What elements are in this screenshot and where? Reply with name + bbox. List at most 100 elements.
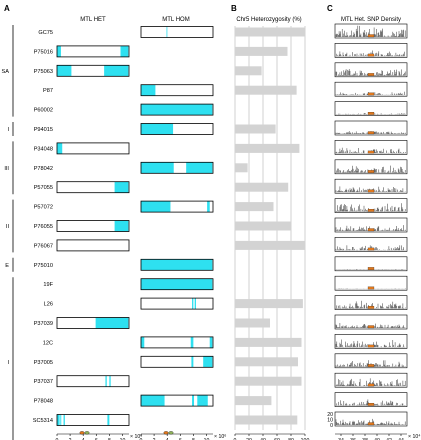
mtl_hom-loh-segment (194, 298, 196, 310)
mtl_hom-loh-segment (191, 356, 194, 368)
strain-label: P78042 (34, 166, 53, 172)
density-tick-label: 40 (374, 438, 380, 440)
mtl-locus-marker (367, 344, 375, 348)
panel-a-letter: A (4, 4, 10, 13)
mtl_hom-track-box (140, 26, 214, 38)
mtl-locus-marker (367, 306, 375, 309)
strain-label: P37039 (34, 321, 53, 327)
chr5-het-bar (235, 46, 288, 56)
strain-label: P75016 (34, 49, 53, 55)
mtl_hom-track-box (140, 200, 214, 213)
strain-label: P76067 (34, 243, 53, 249)
density-ytick-label: 0 (330, 423, 333, 429)
x-axes: 0246810× 10⁶0246810× 10⁶0204060801003436… (56, 412, 421, 440)
density-spikes (335, 147, 406, 154)
mtl-hom-tick-label: 8 (192, 438, 195, 440)
mtl-hom-tick-label: 4 (166, 438, 169, 440)
clade-label: I (7, 360, 9, 366)
strain-label: GC75 (38, 30, 53, 36)
mtl-locus-marker (367, 422, 375, 426)
density-box (334, 411, 408, 427)
density-spikes (335, 50, 406, 57)
mtl-hom-tick-label: 0 (140, 438, 143, 440)
density-ytick-label: 10 (327, 418, 333, 424)
density-spikes (335, 399, 406, 406)
mtl_hom-loh-segment (141, 201, 171, 213)
strain-label: SC5314 (33, 418, 53, 424)
density-tick-label: 34 (338, 438, 344, 440)
mtl_het-loh-segment (60, 414, 62, 426)
mtl-locus-marker (367, 131, 375, 135)
density-box (334, 314, 408, 330)
mtl-het-tick-label: 4 (82, 438, 85, 440)
strain-label: P75063 (34, 69, 53, 75)
density-box (334, 101, 408, 116)
chr5-het-bar (235, 318, 270, 328)
density-box (334, 140, 408, 155)
mtl_hom-loh-segment (141, 123, 174, 135)
density-box (334, 62, 408, 78)
mtl-locus-marker (367, 189, 375, 193)
mtl-het-tick-label: 6 (95, 438, 98, 440)
mtl_hom-track-box (140, 336, 214, 349)
density-box (334, 43, 408, 58)
mtl_het-loh-segment (109, 375, 111, 387)
mtl-locus-marker (367, 364, 375, 367)
density-box (334, 159, 408, 175)
density-spikes (335, 418, 406, 425)
mtl_hom-loh-segment (141, 259, 213, 271)
density-box (334, 81, 408, 97)
mtl_hom-track-box (140, 103, 214, 116)
mtl-hom-header: MTL HOM (162, 17, 189, 23)
density-ytick-label: 20 (327, 412, 333, 418)
strain-row: GC75 (38, 23, 408, 39)
strain-label: P76055 (34, 224, 53, 230)
chr5-het-bar (235, 221, 291, 231)
chr5-het-tick-label: 20 (246, 438, 252, 440)
mtl_hom-loh-segment (192, 298, 194, 310)
strain-label: P57055 (34, 185, 53, 191)
strain-row: SC5314 (33, 411, 408, 427)
density-box (334, 275, 408, 291)
chr5-het-bar (235, 202, 274, 212)
mtl_het-track-box (56, 45, 130, 58)
density-spikes (335, 91, 406, 96)
mtl_hom-loh-segment (141, 336, 145, 348)
density-spikes (335, 165, 406, 173)
strain-label: P94015 (34, 127, 53, 133)
mtl-locus-marker (367, 383, 375, 387)
density-spikes (335, 113, 406, 115)
strain-row: P75010 (34, 256, 408, 272)
mtl_het-loh-segment (63, 414, 65, 426)
mtl-locus-marker (367, 150, 375, 154)
density-spikes (335, 69, 406, 76)
mtl_het-loh-segment (114, 181, 129, 193)
mtl-hom-tick-label: 10 (204, 438, 210, 440)
density-spikes (335, 203, 406, 212)
clade-label: I (7, 127, 9, 133)
chr5-het-bar (235, 299, 303, 309)
mtl_het-loh-segment (105, 375, 107, 387)
density-spikes (335, 131, 406, 134)
density-box (334, 353, 408, 369)
density-box (334, 178, 408, 194)
mtl_het-loh-segment (120, 45, 129, 57)
strain-row: P87 (43, 81, 408, 97)
mtl_hom-loh-segment (186, 162, 213, 174)
clade-label: III (4, 166, 9, 172)
mtl_hom-track-box (140, 355, 214, 368)
mtl_het-loh-segment (57, 142, 63, 154)
mtl_het-loh-segment (57, 65, 72, 77)
density-tick-label: 38 (362, 438, 368, 440)
mtl_het-loh-segment (95, 317, 129, 329)
density-spikes (335, 339, 406, 348)
mtl_hom-loh-segment (203, 356, 213, 368)
strain-label: P75010 (34, 263, 53, 269)
density-tick-label: 44 (398, 438, 404, 440)
mtl-marker-green (84, 431, 90, 435)
mtl_het-track-box (56, 142, 130, 155)
density-spikes (335, 300, 406, 309)
mtl_het-track-box (56, 220, 130, 232)
chr5-het-bar (235, 240, 305, 250)
